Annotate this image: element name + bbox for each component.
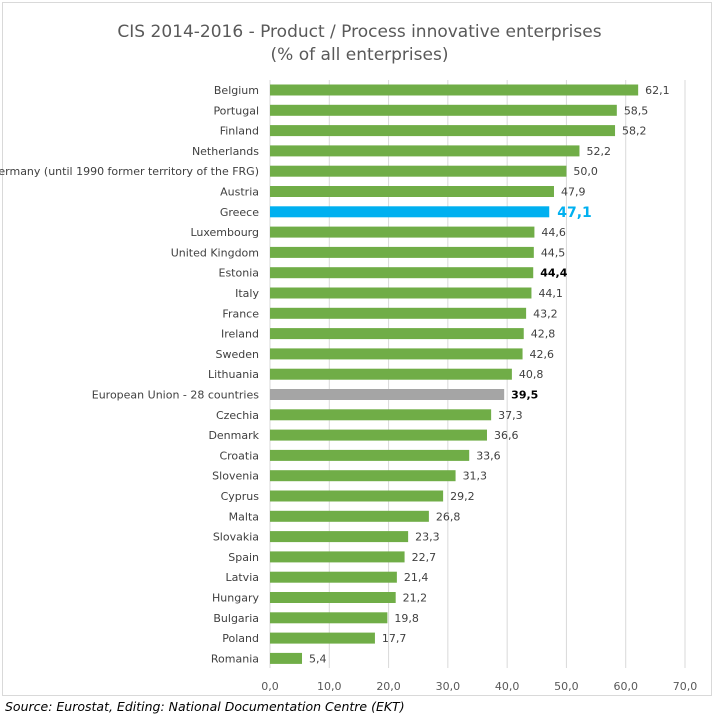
value-label: 26,8 — [436, 510, 461, 523]
bar — [270, 186, 554, 197]
x-tick-label: 10,0 — [317, 680, 342, 693]
category-label: Hungary — [212, 592, 259, 605]
value-label: 37,3 — [498, 409, 523, 422]
bar — [270, 287, 532, 299]
category-label: Germany (until 1990 former territory of … — [0, 165, 259, 178]
value-label: 19,8 — [394, 612, 419, 625]
bar — [270, 328, 524, 340]
bar — [270, 165, 567, 177]
x-tick-label: 40,0 — [495, 680, 520, 693]
category-label: Denmark — [208, 429, 259, 442]
category-label: Portugal — [213, 104, 259, 117]
category-label: Latvia — [226, 571, 260, 584]
category-label: Austria — [220, 186, 259, 199]
category-label: Poland — [222, 632, 259, 645]
category-label: Slovakia — [213, 531, 259, 544]
value-label: 52,2 — [586, 145, 611, 158]
bar — [270, 104, 617, 116]
category-label: Belgium — [214, 84, 259, 97]
category-label: Italy — [235, 287, 259, 300]
bar — [270, 145, 580, 157]
category-label: Cyprus — [221, 490, 260, 503]
bar — [270, 490, 444, 502]
value-label: 50,0 — [573, 165, 598, 178]
bar — [270, 206, 550, 218]
value-label: 39,5 — [511, 389, 538, 402]
bar — [270, 307, 527, 319]
category-label: Bulgaria — [213, 612, 259, 625]
value-label: 29,2 — [450, 490, 475, 503]
bar — [270, 612, 388, 624]
bar — [270, 592, 396, 603]
value-label: 22,7 — [412, 551, 437, 564]
category-label: Greece — [220, 206, 259, 219]
x-tick-label: 60,0 — [613, 680, 638, 693]
category-label: Croatia — [219, 449, 259, 462]
bar — [270, 409, 492, 421]
category-label: Romania — [211, 652, 259, 665]
x-tick-label: 50,0 — [554, 680, 579, 693]
value-label: 44,6 — [541, 226, 566, 239]
value-label: 44,1 — [538, 287, 563, 300]
bar — [270, 84, 639, 96]
category-label: Sweden — [216, 348, 259, 361]
value-label: 31,3 — [463, 470, 488, 483]
chart-title: CIS 2014-2016 - Product / Process innova… — [117, 22, 602, 42]
value-label: 58,5 — [624, 104, 649, 117]
bar — [270, 632, 375, 644]
value-label: 62,1 — [645, 84, 670, 97]
value-label: 44,5 — [541, 246, 566, 259]
category-label: France — [222, 307, 259, 320]
category-label: Spain — [228, 551, 259, 564]
x-tick-label: 20,0 — [376, 680, 401, 693]
bar — [270, 531, 409, 543]
x-tick-label: 70,0 — [673, 680, 698, 693]
category-label: Czechia — [216, 409, 259, 422]
category-label: Netherlands — [192, 145, 259, 158]
value-label: 21,4 — [404, 571, 429, 584]
value-label: 21,2 — [403, 592, 428, 605]
category-label: Lithuania — [208, 368, 259, 381]
category-label: Slovenia — [212, 470, 259, 483]
bar — [270, 389, 505, 400]
bar — [270, 226, 535, 238]
value-label: 43,2 — [533, 307, 558, 320]
bar — [270, 449, 470, 461]
value-label: 5,4 — [309, 652, 327, 665]
bar — [270, 246, 534, 258]
value-label: 23,3 — [415, 531, 440, 544]
category-label: European Union - 28 countries — [92, 389, 260, 402]
value-label: 40,8 — [519, 368, 544, 381]
value-label: 33,6 — [476, 449, 501, 462]
bar — [270, 652, 303, 664]
value-label: 44,4 — [540, 267, 567, 280]
bar — [270, 510, 429, 522]
bar — [270, 551, 405, 563]
category-label: Ireland — [221, 328, 259, 341]
bar — [270, 125, 616, 137]
value-label: 42,6 — [530, 348, 555, 361]
bar — [270, 267, 534, 279]
category-label: Finland — [220, 125, 259, 138]
value-label: 17,7 — [382, 632, 407, 645]
x-tick-label: 0,0 — [261, 680, 279, 693]
bar — [270, 429, 487, 441]
bar — [270, 571, 397, 583]
category-label: Luxembourg — [190, 226, 259, 239]
category-label: Malta — [229, 510, 259, 523]
bar — [270, 348, 523, 360]
value-label: 47,1 — [557, 205, 592, 221]
chart-subtitle: (% of all enterprises) — [270, 45, 449, 65]
bar — [270, 470, 456, 482]
value-label: 36,6 — [494, 429, 519, 442]
category-label: United Kingdom — [171, 246, 259, 259]
category-label: Estonia — [219, 267, 260, 280]
value-label: 47,9 — [561, 186, 586, 199]
value-label: 58,2 — [622, 125, 647, 138]
source-note: Source: Eurostat, Editing: National Docu… — [5, 699, 405, 714]
value-label: 42,8 — [531, 328, 556, 341]
x-tick-label: 30,0 — [436, 680, 461, 693]
bar — [270, 368, 512, 380]
